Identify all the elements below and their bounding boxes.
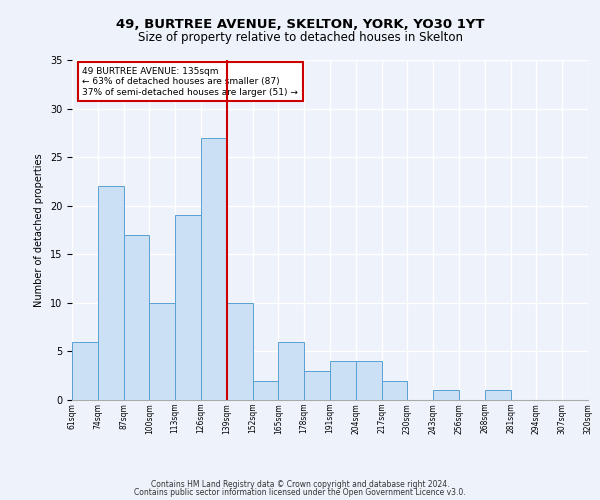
Bar bbox=[433, 390, 459, 400]
Bar bbox=[98, 186, 124, 400]
Bar bbox=[356, 361, 382, 400]
Y-axis label: Number of detached properties: Number of detached properties bbox=[34, 153, 44, 307]
Bar bbox=[175, 216, 201, 400]
Bar bbox=[278, 342, 304, 400]
Bar bbox=[330, 361, 356, 400]
Bar bbox=[201, 138, 227, 400]
Bar bbox=[124, 235, 149, 400]
Text: Contains public sector information licensed under the Open Government Licence v3: Contains public sector information licen… bbox=[134, 488, 466, 497]
Bar bbox=[253, 380, 278, 400]
Bar bbox=[485, 390, 511, 400]
Text: Size of property relative to detached houses in Skelton: Size of property relative to detached ho… bbox=[137, 31, 463, 44]
Bar bbox=[227, 303, 253, 400]
Text: Contains HM Land Registry data © Crown copyright and database right 2024.: Contains HM Land Registry data © Crown c… bbox=[151, 480, 449, 489]
Bar bbox=[382, 380, 407, 400]
Text: 49, BURTREE AVENUE, SKELTON, YORK, YO30 1YT: 49, BURTREE AVENUE, SKELTON, YORK, YO30 … bbox=[116, 18, 484, 30]
Text: 49 BURTREE AVENUE: 135sqm
← 63% of detached houses are smaller (87)
37% of semi-: 49 BURTREE AVENUE: 135sqm ← 63% of detac… bbox=[82, 67, 298, 96]
Bar bbox=[72, 342, 98, 400]
Bar bbox=[149, 303, 175, 400]
Bar bbox=[304, 371, 330, 400]
